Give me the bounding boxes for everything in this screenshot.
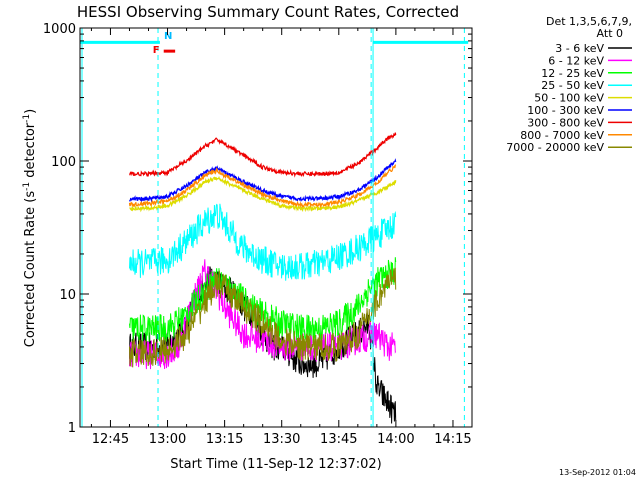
legend-item-label: 100 - 300 keV (527, 104, 604, 117)
legend-item-label: 12 - 25 keV (541, 67, 604, 80)
x-axis-label: Start Time (11-Sep-12 12:37:02) (170, 457, 381, 472)
x-tick-label: 13:15 (206, 432, 243, 447)
legend-header-1: Det 1,3,5,6,7,9, (546, 15, 632, 28)
series-line-7 (128, 164, 397, 209)
legend-item-label: 300 - 800 keV (527, 116, 604, 129)
x-tick-label: 13:00 (149, 432, 186, 447)
x-tick-label: 14:00 (377, 432, 414, 447)
legend-item-label: 7000 - 20000 keV (506, 141, 604, 154)
series-line-4 (129, 175, 397, 213)
y-tick-label: 10 (59, 288, 76, 303)
x-tick-label: 12:45 (92, 432, 129, 447)
series-group (128, 132, 397, 424)
y-axis-label: Corrected Count Rate (s-1 detector-1) (22, 109, 38, 347)
series-line-3 (129, 203, 397, 281)
x-tick-label: 13:45 (320, 432, 357, 447)
x-tick-label: 14:15 (434, 432, 471, 447)
y-axis: 1 10 100 1000 (43, 22, 472, 436)
x-axis: 12:45 13:00 13:15 13:30 13:45 14:00 14:15 (90, 28, 473, 447)
y-tick-label: 1000 (43, 22, 76, 37)
series-line-2 (129, 257, 397, 344)
y-tick-label: 100 (51, 155, 76, 170)
legend-item-label: 6 - 12 keV (548, 54, 604, 67)
y-tick-label: 1 (68, 421, 76, 436)
series-line-6 (128, 132, 397, 178)
legend-item-label: 800 - 7000 keV (520, 129, 604, 142)
series-line-1 (129, 259, 397, 370)
x-tick-label: 13:30 (263, 432, 300, 447)
legend-header-2: Att 0 (597, 27, 623, 40)
overlay-group: FN (80, 28, 469, 427)
legend-item-label: 25 - 50 keV (541, 79, 604, 92)
series-line-8 (129, 267, 397, 368)
legend-item-label: 3 - 6 keV (555, 42, 604, 55)
chart-title: HESSI Observing Summary Count Rates, Cor… (77, 3, 459, 21)
footer-timestamp: 13-Sep-2012 01:04 (559, 468, 636, 477)
legend-item-label: 50 - 100 keV (534, 92, 604, 105)
plot-frame (79, 27, 473, 428)
night-flag-label: N (164, 31, 172, 42)
series-line-5 (129, 158, 397, 203)
flare-flag-label: F (153, 45, 160, 56)
